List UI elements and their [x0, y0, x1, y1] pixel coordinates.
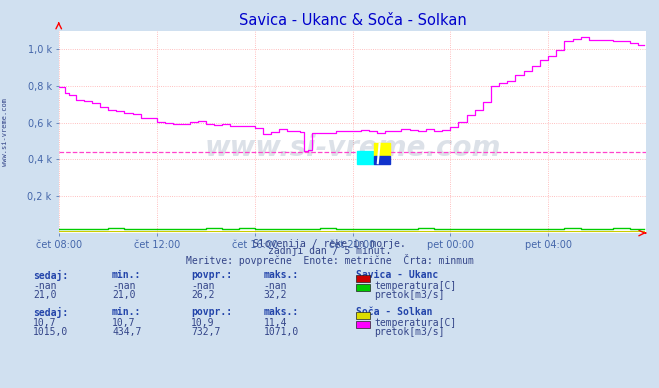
Text: 21,0: 21,0: [33, 290, 57, 300]
Text: Soča - Solkan: Soča - Solkan: [356, 307, 432, 317]
Text: 1015,0: 1015,0: [33, 327, 68, 337]
Text: Meritve: povprečne  Enote: metrične  Črta: minmum: Meritve: povprečne Enote: metrične Črta:…: [186, 254, 473, 266]
Text: maks.:: maks.:: [264, 270, 299, 280]
Text: 11,4: 11,4: [264, 318, 287, 328]
Text: povpr.:: povpr.:: [191, 270, 232, 280]
Text: Savica - Ukanc: Savica - Ukanc: [356, 270, 438, 280]
Text: min.:: min.:: [112, 307, 142, 317]
Text: pretok[m3/s]: pretok[m3/s]: [374, 327, 445, 337]
Text: maks.:: maks.:: [264, 307, 299, 317]
Text: -nan: -nan: [112, 281, 136, 291]
Text: -nan: -nan: [264, 281, 287, 291]
Text: 26,2: 26,2: [191, 290, 215, 300]
Text: 10,7: 10,7: [112, 318, 136, 328]
Text: 10,7: 10,7: [33, 318, 57, 328]
Bar: [374, 143, 390, 156]
Text: povpr.:: povpr.:: [191, 307, 232, 317]
Text: -nan: -nan: [191, 281, 215, 291]
Text: 1071,0: 1071,0: [264, 327, 299, 337]
Text: 32,2: 32,2: [264, 290, 287, 300]
Text: 434,7: 434,7: [112, 327, 142, 337]
Text: sedaj:: sedaj:: [33, 307, 68, 317]
Bar: [357, 151, 374, 164]
Text: sedaj:: sedaj:: [33, 270, 68, 281]
Text: www.si-vreme.com: www.si-vreme.com: [204, 134, 501, 162]
Text: 10,9: 10,9: [191, 318, 215, 328]
Text: 732,7: 732,7: [191, 327, 221, 337]
Text: Slovenija / reke in morje.: Slovenija / reke in morje.: [253, 239, 406, 249]
Text: -nan: -nan: [33, 281, 57, 291]
Title: Savica - Ukanc & Soča - Solkan: Savica - Ukanc & Soča - Solkan: [239, 14, 467, 28]
Text: 21,0: 21,0: [112, 290, 136, 300]
Text: pretok[m3/s]: pretok[m3/s]: [374, 290, 445, 300]
Text: zadnji dan / 5 minut.: zadnji dan / 5 minut.: [268, 246, 391, 256]
Text: min.:: min.:: [112, 270, 142, 280]
Text: www.si-vreme.com: www.si-vreme.com: [2, 98, 9, 166]
Text: temperatura[C]: temperatura[C]: [374, 318, 457, 328]
Bar: [374, 156, 390, 164]
Text: temperatura[C]: temperatura[C]: [374, 281, 457, 291]
